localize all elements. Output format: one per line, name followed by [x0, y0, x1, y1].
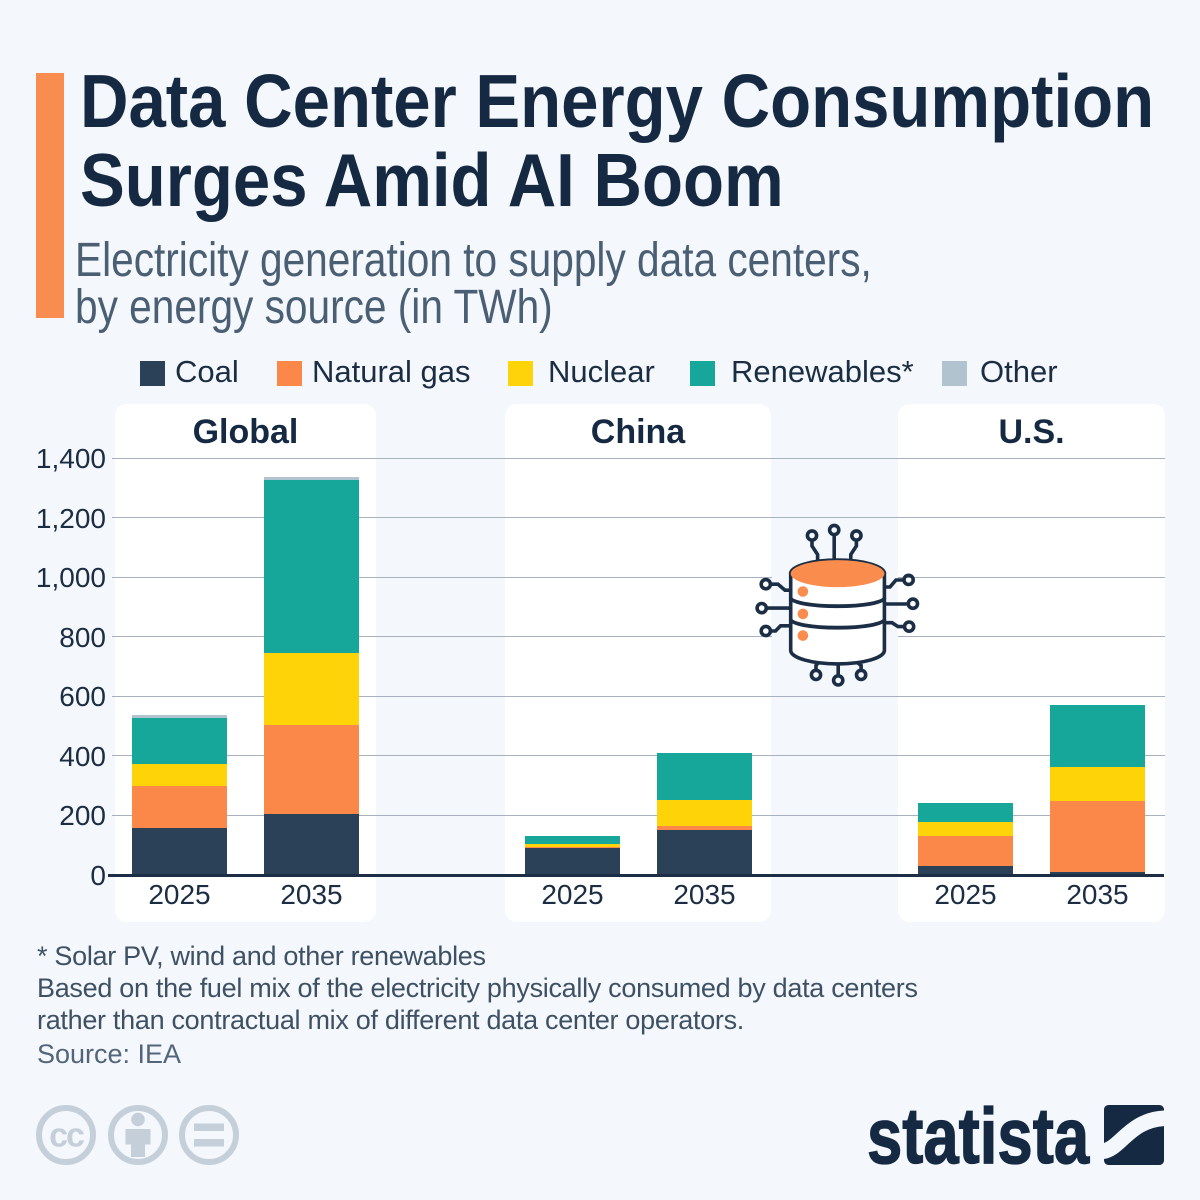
svg-text:cc: cc [49, 1117, 84, 1155]
